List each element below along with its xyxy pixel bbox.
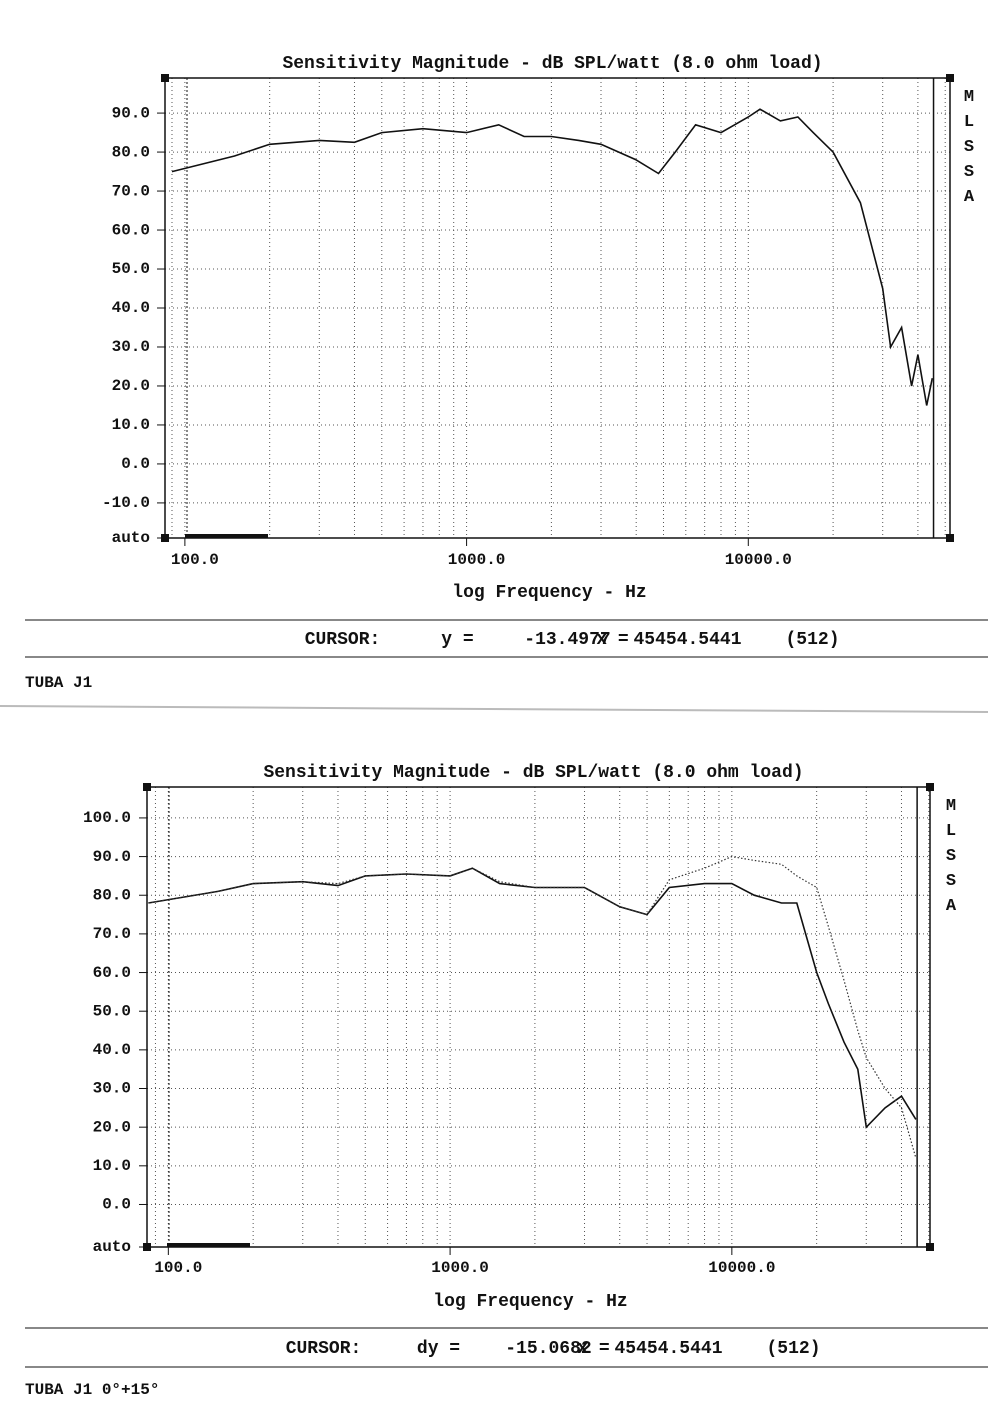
auto-bar (185, 534, 268, 538)
y-tick-label: 40.0 (112, 299, 150, 317)
side-label: MLSSA (960, 88, 979, 213)
y-tick-label: 0.0 (121, 455, 150, 473)
y-tick-label: 60.0 (93, 964, 131, 982)
side-label: MLSSA (942, 797, 961, 922)
corner-marker (161, 534, 169, 542)
corner-marker (926, 1243, 934, 1251)
y-tick-label: 90.0 (112, 104, 150, 122)
data-line (148, 867, 917, 1129)
y-tick-label: 50.0 (93, 1002, 131, 1020)
y-tick-label: 20.0 (93, 1118, 131, 1136)
cursor-y-label: y = (441, 630, 473, 650)
y-tick-label: 80.0 (112, 143, 150, 161)
corner-marker (161, 74, 169, 82)
y-tick-label: 100.0 (83, 809, 131, 827)
cursor-label: CURSOR: (286, 1339, 362, 1359)
y-tick-label: auto (112, 529, 150, 547)
y-tick-label: 40.0 (93, 1041, 131, 1059)
y-tick-label: 90.0 (93, 848, 131, 866)
x-tick-label: 10000.0 (708, 1259, 775, 1277)
y-tick-label: 70.0 (112, 182, 150, 200)
chart-title: Sensitivity Magnitude - dB SPL/watt (8.0… (263, 763, 803, 783)
x-axis-label: log Frequency - Hz (452, 583, 646, 603)
auto-bar (167, 1243, 250, 1247)
y-tick-label: 30.0 (112, 338, 150, 356)
y-tick-label: auto (93, 1238, 131, 1256)
chart-title: Sensitivity Magnitude - dB SPL/watt (8.0… (282, 54, 822, 74)
y-tick-label: 50.0 (112, 260, 150, 278)
y-tick-label: 10.0 (93, 1157, 131, 1175)
cursor-y: -13.4977 (524, 630, 610, 650)
corner-marker (926, 783, 934, 791)
cursor-x-label: x = (596, 630, 628, 650)
y-tick-label: 30.0 (93, 1080, 131, 1098)
corner-marker (143, 1243, 151, 1251)
cursor-x: 45454.5441 (633, 630, 741, 650)
x-tick-label: 100.0 (154, 1259, 202, 1277)
separator (0, 705, 988, 713)
y-tick-label: 60.0 (112, 221, 150, 239)
cursor-y: -15.0682 (505, 1339, 591, 1359)
cursor-y-label: dy = (417, 1339, 460, 1359)
x-tick-label: 100.0 (171, 551, 219, 569)
y-tick-label: 20.0 (112, 377, 150, 395)
cursor-x-label: x = (577, 1339, 609, 1359)
data-line (171, 108, 934, 406)
plot-frame (164, 77, 951, 539)
data-line (148, 855, 917, 1159)
x-tick-label: 1000.0 (431, 1259, 489, 1277)
x-tick-label: 1000.0 (448, 551, 506, 569)
y-tick-label: 0.0 (102, 1196, 131, 1214)
corner-marker (946, 74, 954, 82)
y-tick-label: 70.0 (93, 925, 131, 943)
cursor-index-label: (512) (785, 630, 839, 650)
caption: TUBA J1 0°+15° (25, 1381, 159, 1399)
cursor-index-label: (512) (766, 1339, 820, 1359)
caption: TUBA J1 (25, 674, 92, 692)
cursor-label: CURSOR: (305, 630, 381, 650)
corner-marker (946, 534, 954, 542)
plot-frame (146, 786, 931, 1248)
x-axis-label: log Frequency - Hz (433, 1292, 627, 1312)
y-tick-label: 10.0 (112, 416, 150, 434)
cursor-x: 45454.5441 (614, 1339, 722, 1359)
y-tick-label: -10.0 (102, 494, 150, 512)
corner-marker (143, 783, 151, 791)
y-tick-label: 80.0 (93, 886, 131, 904)
x-tick-label: 10000.0 (725, 551, 792, 569)
